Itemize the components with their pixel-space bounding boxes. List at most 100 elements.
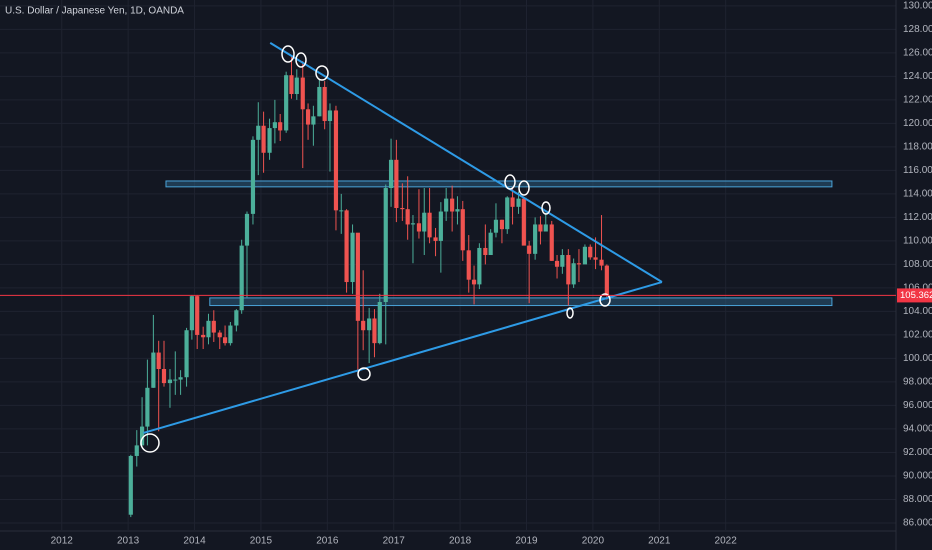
candle-body — [355, 232, 360, 321]
y-tick-label: 126.000 — [903, 48, 932, 59]
candle-body — [322, 86, 327, 122]
y-tick-label: 90.000 — [903, 471, 932, 482]
candle-body — [444, 198, 449, 212]
candle-body — [599, 259, 604, 266]
candle-body — [206, 320, 211, 338]
candle-body — [128, 455, 133, 515]
candle-body — [543, 224, 548, 232]
x-tick-label: 2021 — [648, 536, 671, 547]
drawing-mark — [315, 65, 329, 81]
candle-body — [471, 279, 477, 285]
candle-body — [505, 197, 510, 230]
drawing-mark — [504, 174, 516, 190]
zones — [165, 180, 833, 307]
drawing-mark — [599, 293, 611, 307]
candle-body — [278, 122, 283, 131]
last-price-label: 105.362 — [900, 290, 932, 301]
x-tick-label: 2017 — [383, 536, 406, 547]
candle-body — [560, 255, 565, 267]
candle-body — [195, 296, 200, 335]
candle-body — [250, 139, 256, 214]
candle-body — [317, 86, 322, 117]
candle-body — [367, 318, 372, 331]
x-tick-label: 2020 — [582, 536, 605, 547]
candle-body — [488, 232, 493, 256]
candle-body — [261, 125, 266, 153]
candle-body — [582, 246, 588, 265]
candle-body — [466, 250, 471, 280]
y-tick-label: 116.000 — [903, 165, 932, 176]
candle-body — [134, 445, 139, 456]
candle-body — [350, 232, 355, 283]
candle-body — [538, 224, 543, 232]
y-tick-label: 108.000 — [903, 259, 932, 270]
y-tick-label: 118.000 — [903, 142, 932, 153]
candle-body — [576, 263, 582, 265]
candle-body — [311, 116, 316, 125]
y-tick-label: 92.000 — [903, 447, 932, 458]
y-tick-label: 120.000 — [903, 118, 932, 129]
y-tick-label: 128.000 — [903, 24, 932, 35]
candle-body — [493, 219, 499, 233]
y-tick-label: 102.000 — [903, 330, 932, 341]
candle-body — [499, 219, 505, 230]
y-tick-label: 88.000 — [903, 494, 932, 505]
candle-body — [344, 210, 349, 283]
drawing-mark — [140, 433, 160, 453]
candle-body — [189, 296, 194, 331]
candle-body — [244, 213, 250, 246]
candle-body — [178, 377, 183, 380]
candle-body — [333, 110, 339, 211]
candle-body — [450, 198, 455, 212]
candle-body — [527, 245, 532, 254]
candle-body — [388, 159, 394, 189]
x-tick-label: 2014 — [183, 536, 206, 547]
trend-line — [269, 42, 663, 283]
x-tick-label: 2013 — [117, 536, 140, 547]
candle-body — [256, 125, 261, 140]
candle-body — [228, 325, 233, 344]
candle-body — [284, 75, 289, 131]
candle-body — [217, 332, 222, 338]
candle-body — [377, 302, 382, 344]
trend-lines — [143, 42, 663, 434]
candle-body — [211, 320, 216, 333]
candle-body — [400, 208, 405, 210]
candle-body — [483, 247, 488, 256]
zone — [209, 297, 833, 307]
y-tick-label: 98.000 — [903, 377, 932, 388]
candle-body — [438, 211, 443, 241]
candle-body — [156, 352, 161, 370]
candle-body — [272, 122, 277, 129]
candle-body — [455, 209, 460, 212]
candle-body — [521, 198, 526, 246]
drawing-mark — [541, 201, 551, 215]
candle-body — [139, 426, 145, 446]
candle-body — [383, 188, 388, 303]
y-tick-label: 112.000 — [903, 212, 932, 223]
candle-body — [593, 257, 598, 260]
candle-body — [300, 77, 305, 110]
y-tick-label: 86.000 — [903, 518, 932, 529]
candle-body — [460, 209, 465, 251]
candle-body — [173, 379, 178, 381]
x-tick-label: 2016 — [316, 536, 339, 547]
candle-body — [222, 337, 228, 344]
drawings — [140, 45, 611, 453]
candles — [128, 55, 609, 518]
y-tick-label: 104.000 — [903, 306, 932, 317]
candle-body — [167, 379, 173, 384]
x-tick-label: 2019 — [515, 536, 538, 547]
chart-title: U.S. Dollar / Japanese Yen, 1D, OANDA — [5, 6, 184, 17]
y-tick-label: 106.000 — [903, 283, 932, 294]
candle-body — [416, 223, 422, 232]
x-tick-label: 2015 — [250, 536, 273, 547]
candle-body — [422, 212, 427, 232]
candle-body — [184, 330, 189, 378]
trend-line — [143, 281, 663, 434]
y-tick-label: 96.000 — [903, 400, 932, 411]
candle-body — [161, 369, 167, 384]
candle-body — [394, 159, 399, 209]
candle-body — [361, 320, 366, 331]
